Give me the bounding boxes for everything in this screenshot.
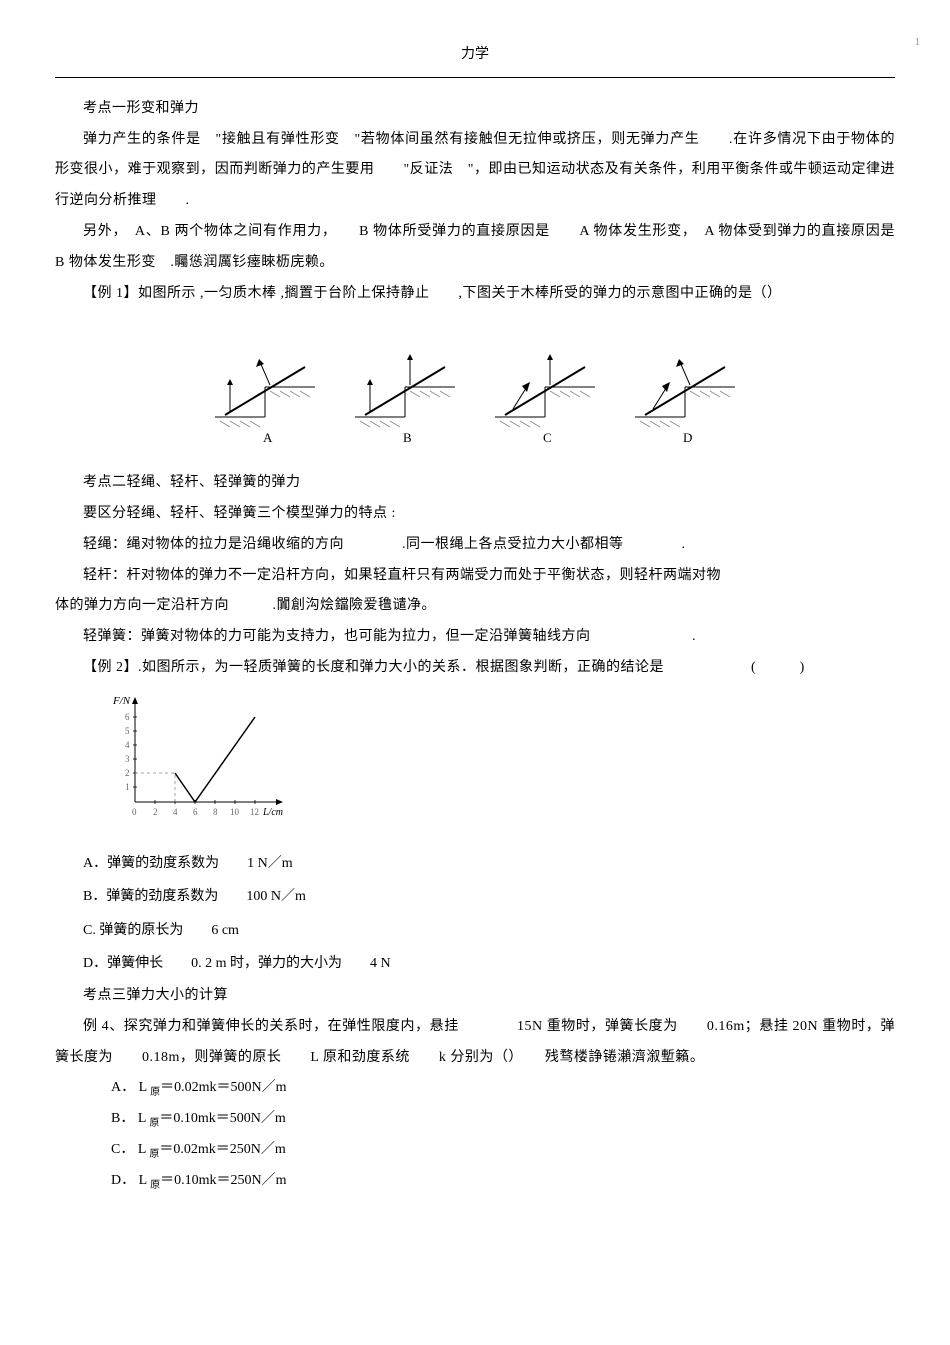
svg-text:2: 2 [125,768,130,778]
svg-text:C: C [543,430,552,445]
section2-p1: 要区分轻绳、轻杆、轻弹簧三个模型弹力的特点 : [55,499,895,530]
svg-text:6: 6 [125,712,130,722]
svg-text:2: 2 [153,807,158,817]
section2-p3: 轻杆：杆对物体的弹力不一定沿杆方向，如果轻直杆只有两端受力而处于平衡状态，则轻杆… [55,561,895,592]
svg-text:8: 8 [213,807,218,817]
section3-title: 考点三弹力大小的计算 [55,981,895,1012]
example2-text: 【例 2】.如图所示，为一轻质弹簧的长度和弹力大小的关系．根据图象判断，正确的结… [55,653,895,684]
option2-c: C． L 原＝0.02mk＝250N／m [111,1135,895,1166]
header-title: 力学 [55,40,895,77]
page-number: 1 [915,30,921,54]
svg-text:4: 4 [125,740,130,750]
svg-text:L/cm: L/cm [262,807,283,818]
section3-p1: 例 4、探究弹力和弹簧伸长的关系时，在弹性限度内，悬挂 15N 重物时，弹簧长度… [55,1012,895,1074]
svg-text:0: 0 [132,807,137,817]
svg-text:6: 6 [193,807,198,817]
chart-container: F/N L/cm 1 2 3 4 5 6 0 2 4 6 8 10 12 [105,692,895,835]
section1-p1: 弹力产生的条件是 "接触且有弹性形变 "若物体间虽然有接触但无拉伸或挤压，则无弹… [55,125,895,217]
svg-text:10: 10 [230,807,240,817]
section2-title: 考点二轻绳、轻杆、轻弹簧的弹力 [55,468,895,499]
header-divider [55,77,895,78]
option2-d: D． L 原＝0.10mk＝250N／m [111,1166,895,1197]
svg-text:12: 12 [250,807,259,817]
svg-text:4: 4 [173,807,178,817]
svg-text:3: 3 [125,754,130,764]
option1-d: D．弹簧伸长 0. 2 m 时，弹力的大小为 4 N [83,947,895,981]
section2-p4: 体的弹力方向一定沿杆方向 .闐創沟烩鐺險爱氇谴净。 [55,591,895,622]
chart-svg: F/N L/cm 1 2 3 4 5 6 0 2 4 6 8 10 12 [105,692,295,822]
svg-text:B: B [403,430,412,445]
example1-text: 【例 1】如图所示 ,一匀质木棒 ,搁置于台阶上保持静止 ,下图关于木棒所受的弹… [55,279,895,310]
svg-text:F/N: F/N [112,695,131,707]
option2-a: A． L 原＝0.02mk＝500N／m [111,1073,895,1104]
option2-b: B． L 原＝0.10mk＝500N／m [111,1104,895,1135]
section1-p2: 另外， A、B 两个物体之间有作用力， B 物体所受弹力的直接原因是 A 物体发… [55,217,895,279]
section2-p5: 轻弹簧：弹簧对物体的力可能为支持力，也可能为拉力，但一定沿弹簧轴线方向 . [55,622,895,653]
diagram-svg: A B [195,327,755,447]
section2-p2: 轻绳：绳对物体的拉力是沿绳收缩的方向 .同一根绳上各点受拉力大小都相等 . [55,530,895,561]
option1-c: C. 弹簧的原长为 6 cm [83,914,895,948]
svg-text:A: A [263,430,273,445]
section1-title: 考点一形变和弹力 [55,94,895,125]
svg-text:5: 5 [125,726,130,736]
svg-text:1: 1 [125,782,130,792]
diagram-row: A B [55,327,895,460]
svg-text:D: D [683,430,692,445]
option1-a: A．弹簧的劲度系数为 1 N／m [83,847,895,881]
option1-b: B．弹簧的劲度系数为 100 N／m [83,880,895,914]
